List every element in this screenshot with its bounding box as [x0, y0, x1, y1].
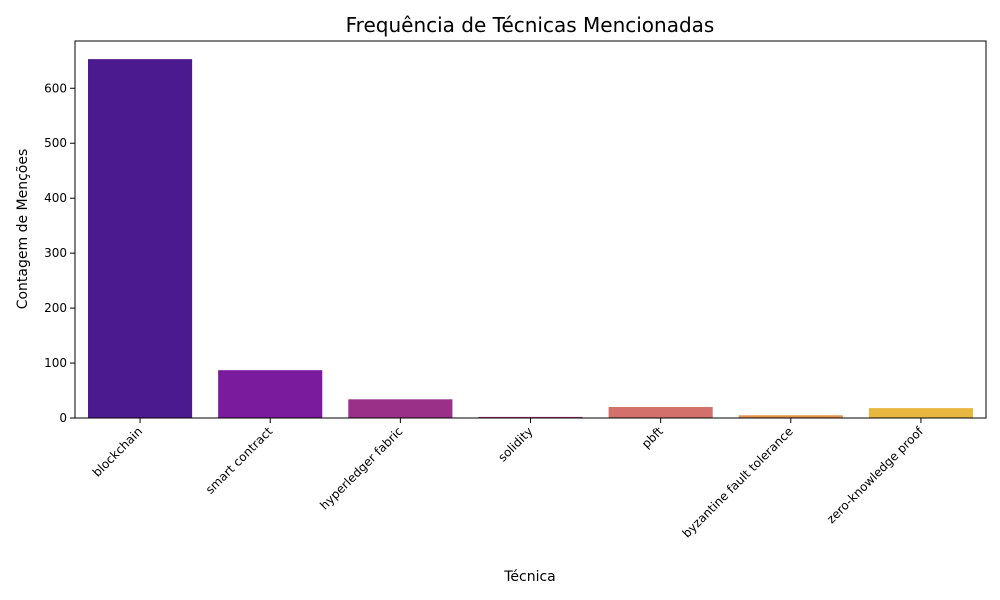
x-tick-label: byzantine fault tolerance [680, 424, 796, 540]
bar-byzantine-fault-tolerance [738, 415, 843, 418]
y-tick-label: 300 [44, 246, 67, 260]
x-tick-label: solidity [495, 424, 535, 464]
x-tick-label: blockchain [90, 424, 145, 479]
x-axis: blockchain smart contract hyperledger fabr… [90, 418, 927, 541]
plot-frame [74, 40, 987, 419]
x-tick-label: pbft [639, 424, 666, 451]
y-tick-label: 600 [44, 81, 67, 95]
y-axis-title: Contagem de Menções [15, 149, 31, 310]
y-axis: 0 100 200 300 400 500 600 [44, 81, 75, 425]
bar-hyperledger-fabric [348, 399, 453, 418]
y-tick-label: 400 [44, 191, 67, 205]
bar-blockchain [88, 59, 193, 419]
y-tick-label: 500 [44, 136, 67, 150]
x-tick-label: zero-knowledge proof [824, 424, 927, 527]
bars [88, 59, 973, 419]
y-tick-label: 200 [44, 301, 67, 315]
bar-solidity [478, 416, 583, 418]
bar-pbft [608, 407, 713, 418]
chart-title: Frequência de Técnicas Mencionadas [346, 13, 715, 37]
y-tick-label: 0 [59, 411, 67, 425]
x-tick-label: hyperledger fabric [317, 424, 405, 512]
y-tick-label: 100 [44, 356, 67, 370]
bar-zero-knowledge-proof [868, 408, 973, 418]
x-tick-label: smart contract [203, 424, 276, 497]
bar-smart-contract [218, 370, 323, 418]
x-axis-title: Técnica [503, 569, 556, 585]
